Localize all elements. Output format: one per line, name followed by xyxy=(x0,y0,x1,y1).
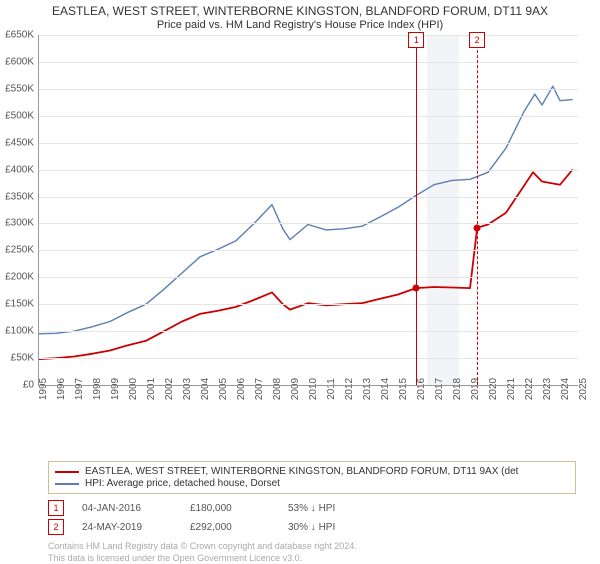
x-tick-label: 1995 xyxy=(38,378,49,400)
plot-region: £0£50K£100K£150K£200K£250K£300K£350K£400… xyxy=(38,35,578,385)
x-tick-label: 2022 xyxy=(524,378,535,400)
x-tick-label: 2000 xyxy=(128,378,139,400)
gridline xyxy=(38,35,578,36)
event-delta: 53% ↓ HPI xyxy=(288,503,378,514)
marker-dot xyxy=(474,224,481,231)
x-tick-label: 2025 xyxy=(578,378,589,400)
gridline xyxy=(38,116,578,117)
legend-item: EASTLEA, WEST STREET, WINTERBORNE KINGST… xyxy=(55,466,569,477)
y-tick-label: £550K xyxy=(5,83,34,94)
gridline xyxy=(38,62,578,63)
event-num-box: 2 xyxy=(48,519,64,535)
y-tick-label: £450K xyxy=(5,137,34,148)
legend-label: EASTLEA, WEST STREET, WINTERBORNE KINGST… xyxy=(85,466,518,477)
footer-line2: This data is licensed under the Open Gov… xyxy=(48,553,600,564)
event-num-box: 1 xyxy=(48,500,64,516)
legend-label: HPI: Average price, detached house, Dors… xyxy=(85,478,280,489)
gridline xyxy=(38,223,578,224)
gridline xyxy=(38,358,578,359)
x-tick-label: 2015 xyxy=(398,378,409,400)
gridline xyxy=(38,331,578,332)
footer-line1: Contains HM Land Registry data © Crown c… xyxy=(48,541,600,553)
x-tick-label: 2011 xyxy=(326,378,337,400)
x-tick-label: 2006 xyxy=(236,378,247,400)
y-tick-label: £200K xyxy=(5,272,34,283)
legend-swatch xyxy=(55,471,79,473)
y-tick-label: £400K xyxy=(5,164,34,175)
marker-box: 2 xyxy=(469,32,485,48)
y-tick-label: £300K xyxy=(5,218,34,229)
chart-subtitle: Price paid vs. HM Land Registry's House … xyxy=(0,19,600,31)
legend-item: HPI: Average price, detached house, Dors… xyxy=(55,478,569,489)
y-tick-label: £350K xyxy=(5,191,34,202)
chart-title: EASTLEA, WEST STREET, WINTERBORNE KINGST… xyxy=(0,4,600,18)
gridline xyxy=(38,250,578,251)
y-tick-label: £250K xyxy=(5,245,34,256)
y-tick-label: £600K xyxy=(5,56,34,67)
gridline xyxy=(38,197,578,198)
y-tick-label: £50K xyxy=(11,353,34,364)
line-layer xyxy=(38,35,578,385)
marker-box: 1 xyxy=(408,32,424,48)
y-tick-label: £0 xyxy=(23,380,34,391)
x-tick-label: 2016 xyxy=(416,378,427,400)
x-tick-label: 2010 xyxy=(308,378,319,400)
x-tick-label: 2018 xyxy=(452,378,463,400)
x-tick-label: 2023 xyxy=(542,378,553,400)
gridline xyxy=(38,304,578,305)
marker-line xyxy=(416,35,417,385)
x-tick-label: 1996 xyxy=(56,378,67,400)
x-tick-label: 1999 xyxy=(110,378,121,400)
x-tick-label: 2007 xyxy=(254,378,265,400)
y-tick-label: £500K xyxy=(5,110,34,121)
event-price: £292,000 xyxy=(190,522,270,533)
event-price: £180,000 xyxy=(190,503,270,514)
y-axis xyxy=(38,35,39,385)
x-tick-label: 2008 xyxy=(272,378,283,400)
x-tick-label: 2001 xyxy=(146,378,157,400)
x-tick-label: 2009 xyxy=(290,378,301,400)
event-row: 1 04-JAN-2016 £180,000 53% ↓ HPI xyxy=(48,500,576,516)
y-tick-label: £150K xyxy=(5,299,34,310)
gridline xyxy=(38,143,578,144)
gridline xyxy=(38,277,578,278)
footer: Contains HM Land Registry data © Crown c… xyxy=(48,541,600,564)
x-tick-label: 2012 xyxy=(344,378,355,400)
marker-dot xyxy=(413,285,420,292)
x-tick-label: 2020 xyxy=(488,378,499,400)
event-date: 24-MAY-2019 xyxy=(82,522,172,533)
x-tick-label: 2021 xyxy=(506,378,517,400)
event-list: 1 04-JAN-2016 £180,000 53% ↓ HPI 2 24-MAY-201… xyxy=(48,500,576,535)
gridline xyxy=(38,89,578,90)
x-tick-label: 2019 xyxy=(470,378,481,400)
event-delta: 30% ↓ HPI xyxy=(288,522,378,533)
x-tick-label: 1997 xyxy=(74,378,85,400)
x-tick-label: 2005 xyxy=(218,378,229,400)
x-tick-label: 2003 xyxy=(182,378,193,400)
x-tick-label: 1998 xyxy=(92,378,103,400)
x-tick-label: 2024 xyxy=(560,378,571,400)
event-date: 04-JAN-2016 xyxy=(82,503,172,514)
x-tick-label: 2014 xyxy=(380,378,391,400)
legend-swatch xyxy=(55,483,79,485)
legend: EASTLEA, WEST STREET, WINTERBORNE KINGST… xyxy=(48,461,576,494)
x-tick-label: 2013 xyxy=(362,378,373,400)
x-tick-label: 2004 xyxy=(200,378,211,400)
marker-line xyxy=(477,35,478,385)
x-tick-label: 2017 xyxy=(434,378,445,400)
y-tick-label: £100K xyxy=(5,326,34,337)
gridline xyxy=(38,170,578,171)
x-tick-label: 2002 xyxy=(164,378,175,400)
series-line xyxy=(38,86,573,334)
x-axis xyxy=(38,385,578,386)
y-tick-label: £650K xyxy=(5,30,34,41)
chart-area: £0£50K£100K£150K£200K£250K£300K£350K£400… xyxy=(38,35,598,415)
event-row: 2 24-MAY-2019 £292,000 30% ↓ HPI xyxy=(48,519,576,535)
